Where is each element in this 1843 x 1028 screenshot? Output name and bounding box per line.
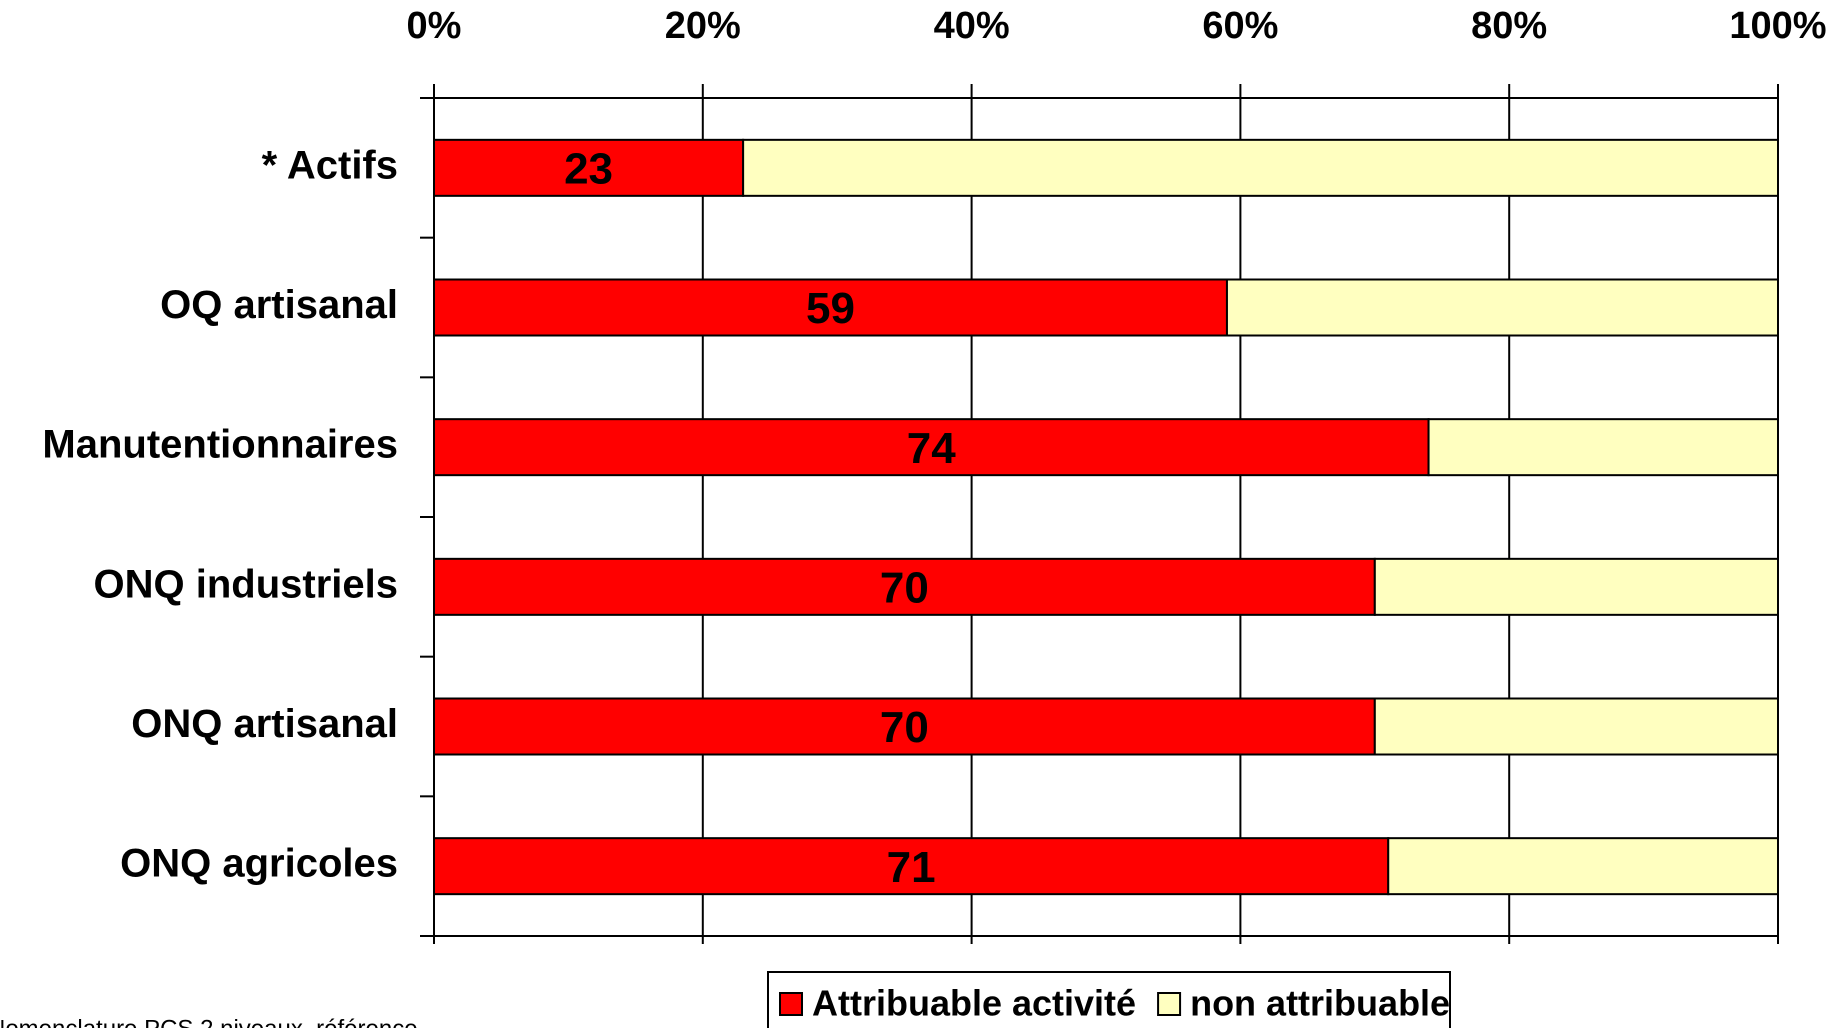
- bar-segment: [433, 557, 1376, 616]
- y-tick-label: OQ artisanal: [160, 283, 398, 327]
- legend-label: non attribuable: [1190, 983, 1450, 1024]
- legend: Attribuable activité non attribuable: [767, 971, 1451, 1028]
- legend-swatch: [779, 992, 803, 1016]
- data-label: 74: [907, 424, 956, 473]
- data-label: 70: [880, 563, 929, 612]
- bar-segment: [1373, 697, 1780, 756]
- data-label: 59: [806, 284, 855, 333]
- x-tick-label: 60%: [1202, 5, 1278, 47]
- legend-box: [767, 971, 1451, 1028]
- x-tick-label: 100%: [1729, 5, 1826, 47]
- y-tick-label: ONQ artisanal: [131, 702, 398, 746]
- bar-segment: [742, 138, 1779, 197]
- legend-swatch: [1157, 992, 1182, 1016]
- y-tick-label: Manutentionnaires: [42, 423, 398, 467]
- x-tick-label: 0%: [407, 5, 462, 47]
- x-tick-label: 20%: [665, 5, 741, 47]
- y-tick-label: ONQ industriels: [94, 562, 399, 606]
- x-tick-label: 40%: [934, 5, 1010, 47]
- data-label: 23: [564, 144, 613, 193]
- data-label: 71: [887, 843, 936, 892]
- y-tick-label: ONQ agricoles: [120, 842, 398, 886]
- bar-segment: [433, 697, 1376, 756]
- data-label: 70: [880, 703, 929, 752]
- bar-segment: [1225, 278, 1779, 337]
- bar-segment: [1387, 837, 1779, 896]
- source-note: Nomenclature PCS 2 niveaux, référence: [0, 1015, 418, 1028]
- y-tick-label: * Actifs: [262, 143, 398, 187]
- bar-segment: [1427, 418, 1780, 477]
- bar-segment: [433, 418, 1430, 477]
- legend-label: Attribuable activité: [812, 983, 1136, 1024]
- bar-segment: [433, 278, 1228, 337]
- bar-segment: [1373, 557, 1780, 616]
- x-tick-label: 80%: [1471, 5, 1547, 47]
- bar-segment: [433, 837, 1390, 896]
